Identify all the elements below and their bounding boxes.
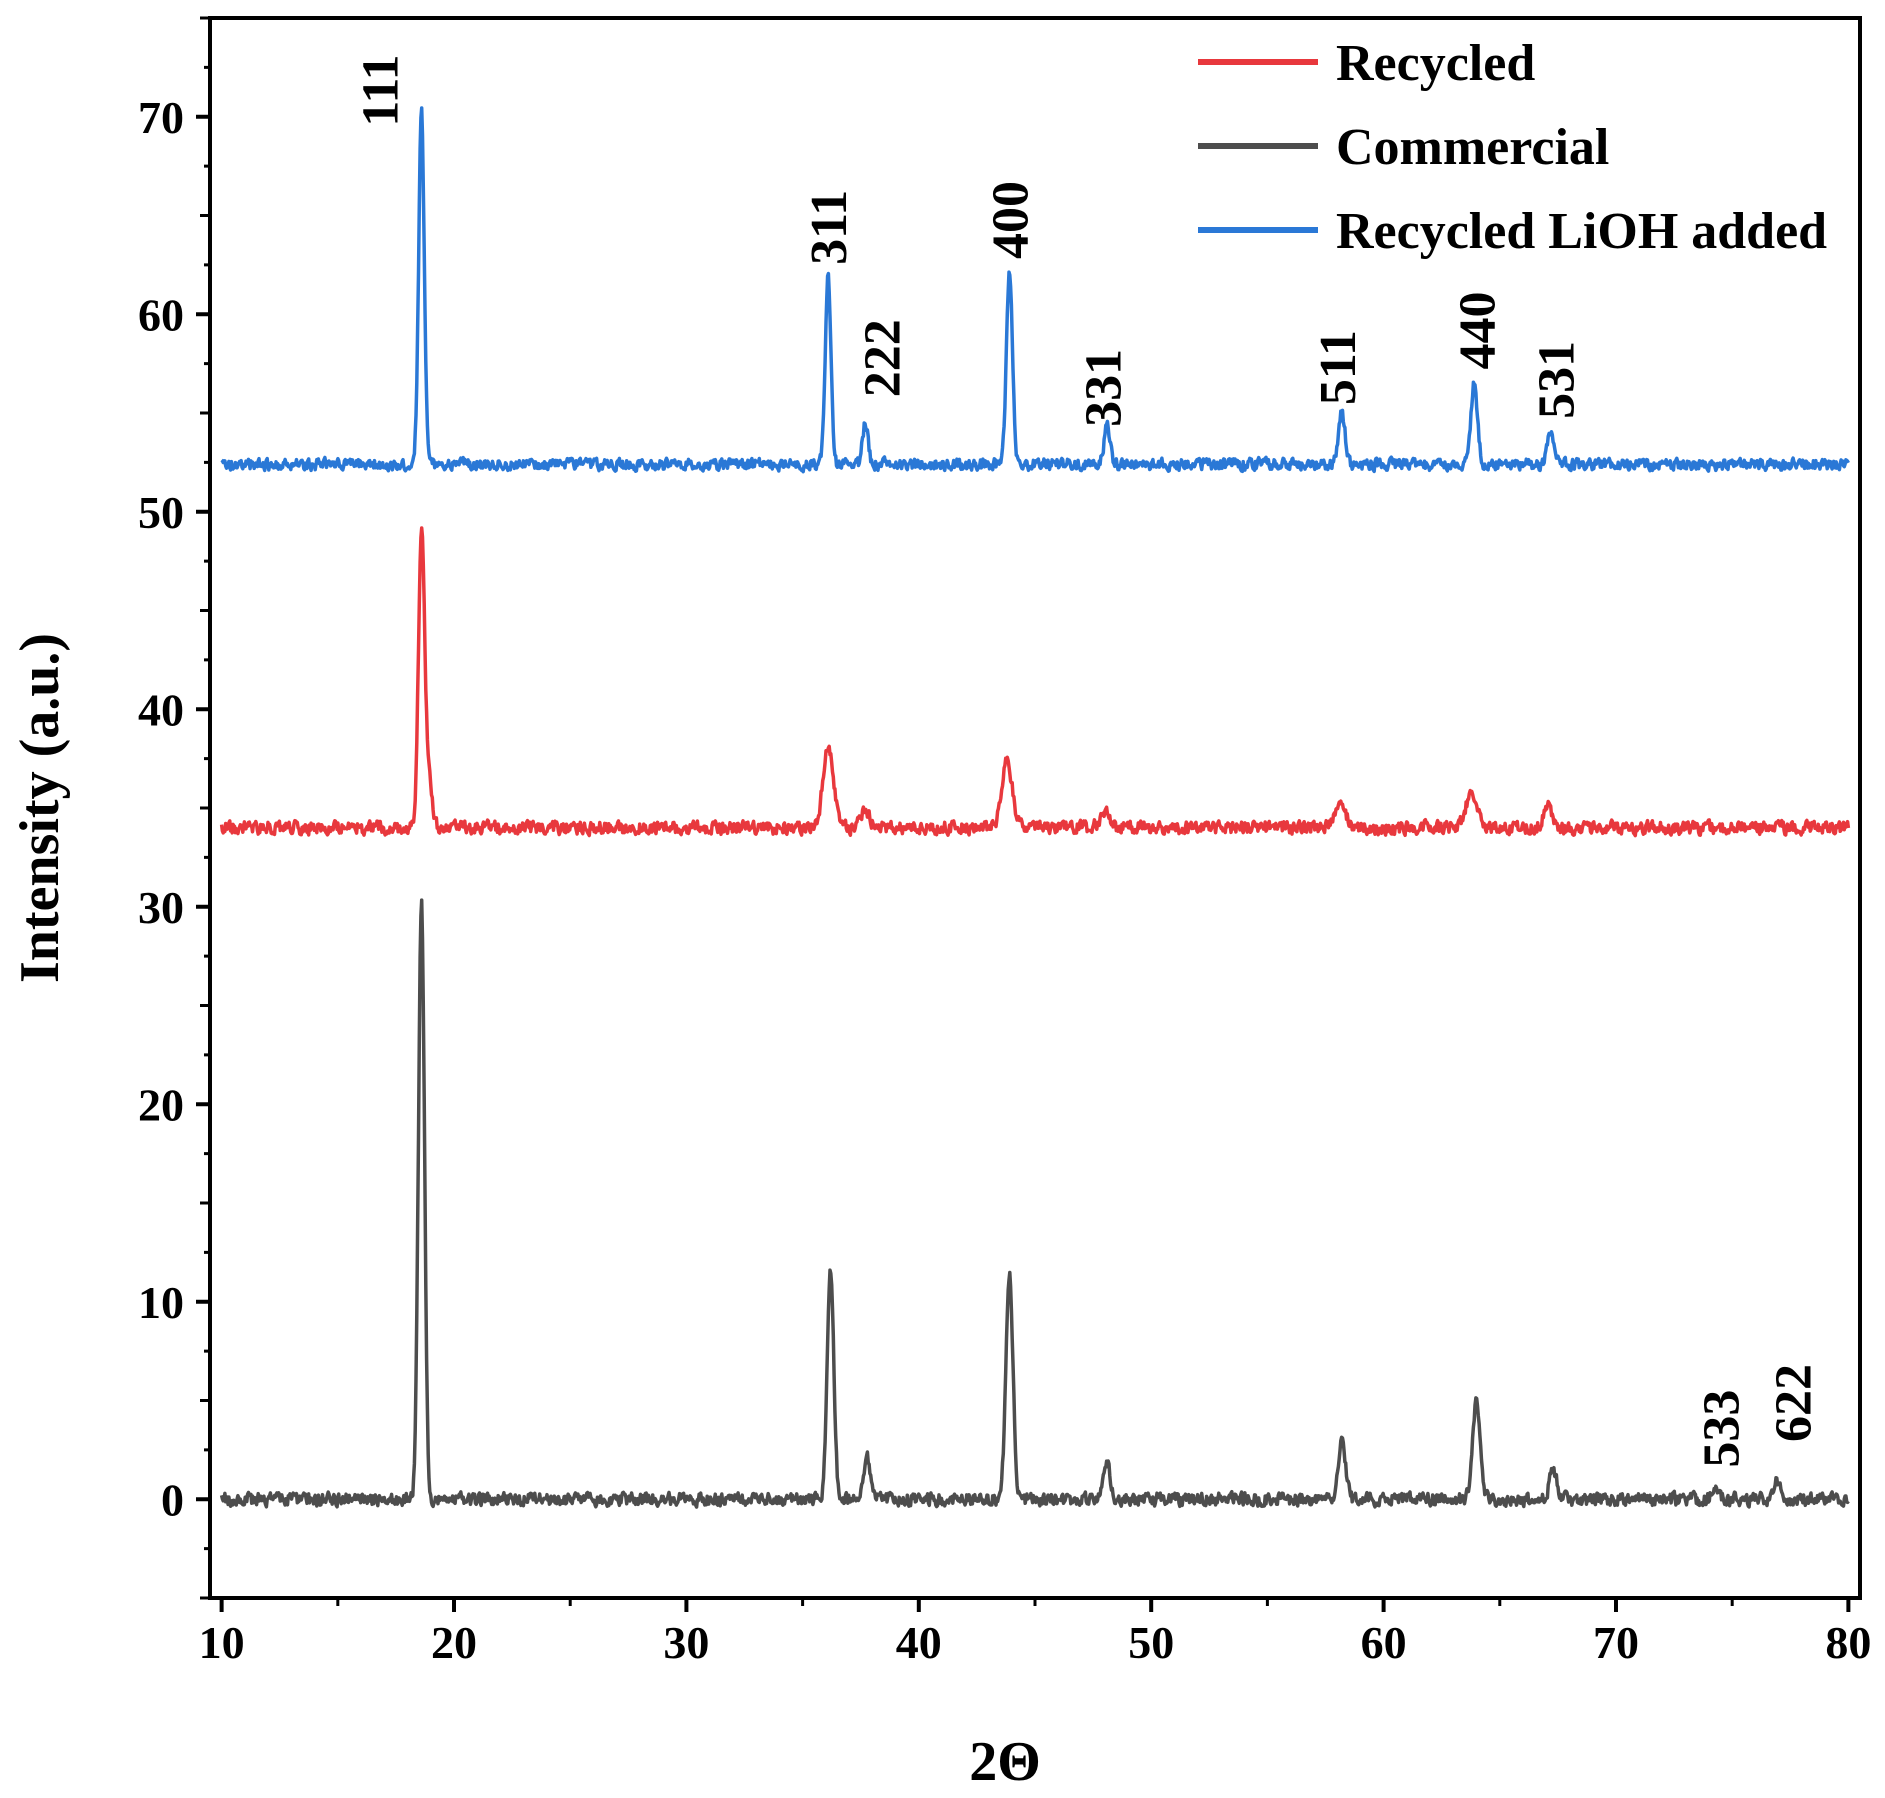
x-tick-label: 70 [1593, 1617, 1639, 1668]
y-tick-label: 50 [138, 487, 184, 538]
x-tick-label: 10 [199, 1617, 245, 1668]
peak-label: 440 [1450, 292, 1507, 370]
x-tick-label: 80 [1825, 1617, 1871, 1668]
peak-label: 331 [1075, 349, 1132, 427]
y-tick-label: 10 [138, 1277, 184, 1328]
x-tick-label: 50 [1128, 1617, 1174, 1668]
peak-label: 622 [1766, 1364, 1823, 1442]
legend-label: Recycled LiOH added [1336, 203, 1827, 260]
peak-label: 400 [982, 181, 1039, 259]
y-axis-title: Intensity (a.u.) [9, 633, 71, 983]
x-tick-label: 60 [1361, 1617, 1407, 1668]
y-tick-label: 60 [138, 289, 184, 340]
series-line-recycled [219, 526, 1851, 838]
x-tick-label: 40 [896, 1617, 942, 1668]
y-tick-label: 30 [138, 882, 184, 933]
series-line-commercial [219, 898, 1850, 1509]
x-tick-label: 20 [431, 1617, 477, 1668]
y-tick-label: 0 [161, 1474, 184, 1525]
y-tick-label: 40 [138, 684, 184, 735]
x-axis-title: 2Θ [969, 1731, 1041, 1793]
y-tick-label: 20 [138, 1079, 184, 1130]
peak-label: 222 [855, 319, 912, 397]
series-line-recycled-lioh-added [220, 106, 1850, 474]
peak-label: 311 [801, 190, 858, 265]
peak-label: 533 [1694, 1390, 1751, 1468]
legend-label: Recycled [1336, 35, 1535, 92]
peak-label: 111 [353, 54, 410, 126]
peak-label: 531 [1529, 341, 1586, 419]
legend-label: Commercial [1336, 119, 1609, 176]
y-tick-label: 70 [138, 92, 184, 143]
peak-label: 511 [1310, 330, 1367, 405]
x-tick-label: 30 [663, 1617, 709, 1668]
